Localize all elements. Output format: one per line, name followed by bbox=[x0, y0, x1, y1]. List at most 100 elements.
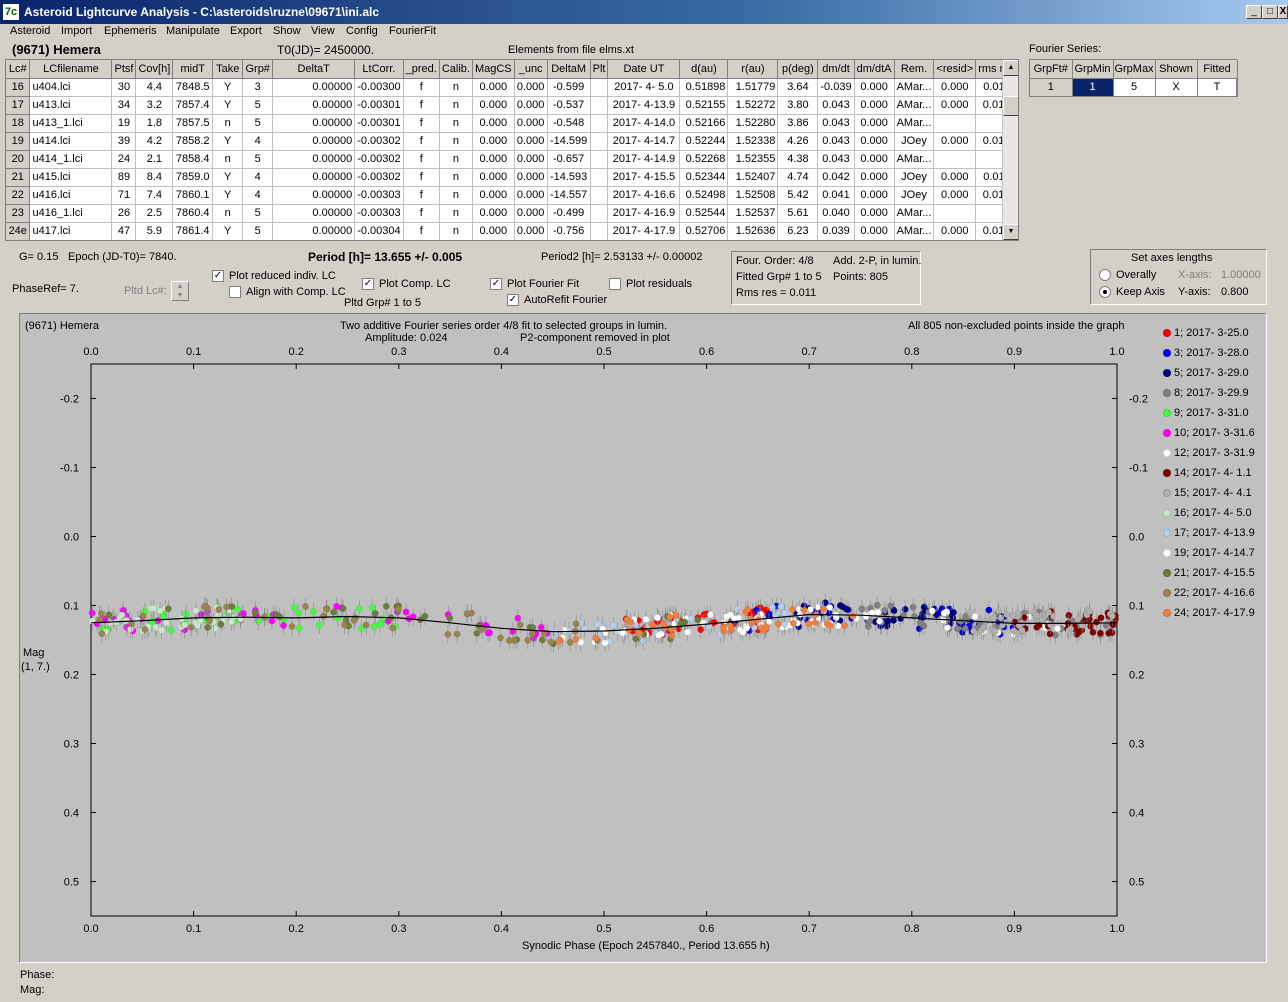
table-cell[interactable]: 0.000 bbox=[472, 186, 515, 205]
table-cell[interactable]: AMar... bbox=[894, 96, 935, 115]
table-cell[interactable]: Y bbox=[212, 168, 244, 187]
plot-fourier-checkbox[interactable]: ✓ bbox=[490, 278, 502, 290]
table-cell[interactable]: n bbox=[439, 96, 473, 115]
table-cell[interactable]: 1.52636 bbox=[727, 222, 779, 240]
table-cell[interactable]: -0.537 bbox=[547, 96, 591, 115]
table-cell[interactable]: 0.043 bbox=[817, 150, 855, 169]
table-cell[interactable]: f bbox=[403, 204, 440, 223]
minimize-button[interactable]: _ bbox=[1246, 5, 1262, 19]
table-cell[interactable]: -14.593 bbox=[547, 168, 591, 187]
align-comp-checkbox[interactable] bbox=[229, 286, 241, 298]
table-cell[interactable] bbox=[590, 132, 609, 151]
column-header[interactable]: Rem. bbox=[894, 60, 935, 79]
table-cell[interactable]: -0.657 bbox=[547, 150, 591, 169]
table-cell[interactable]: n bbox=[439, 222, 473, 240]
table-cell[interactable]: JOey bbox=[894, 168, 935, 187]
table-cell[interactable]: 2017- 4-14.7 bbox=[607, 132, 681, 151]
table-cell[interactable]: -0.00303 bbox=[354, 204, 404, 223]
column-header[interactable]: _pred. bbox=[403, 60, 440, 79]
table-cell[interactable]: -0.548 bbox=[547, 114, 591, 133]
table-cell[interactable]: 0.000 bbox=[472, 204, 515, 223]
table-cell[interactable]: u417.lci bbox=[29, 222, 113, 240]
column-header[interactable]: LtCorr. bbox=[354, 60, 404, 79]
table-cell[interactable]: u404.lci bbox=[29, 78, 113, 97]
table-cell[interactable]: 0.52706 bbox=[679, 222, 729, 240]
menu-manipulate[interactable]: Manipulate bbox=[166, 25, 220, 37]
table-cell[interactable]: 0.000 bbox=[514, 96, 548, 115]
row-index-cell[interactable]: 23 bbox=[6, 204, 31, 223]
table-cell[interactable]: f bbox=[403, 132, 440, 151]
menu-show[interactable]: Show bbox=[273, 25, 301, 37]
xaxis-input[interactable]: 1.00000 bbox=[1221, 269, 1261, 281]
column-header[interactable]: Plt bbox=[590, 60, 609, 79]
table-cell[interactable]: 1.52407 bbox=[727, 168, 779, 187]
column-header[interactable]: dm/dtA bbox=[854, 60, 895, 79]
table-cell[interactable]: -14.599 bbox=[547, 132, 591, 151]
row-index-cell[interactable]: 16 bbox=[6, 78, 31, 97]
table-cell[interactable]: 0.043 bbox=[817, 96, 855, 115]
table-cell[interactable]: 0.000 bbox=[854, 168, 895, 187]
column-header[interactable]: Lc# bbox=[6, 60, 31, 79]
table-cell[interactable]: n bbox=[439, 114, 473, 133]
table-cell[interactable]: 2.1 bbox=[135, 150, 174, 169]
table-row[interactable]: 18 u413_1.lci 19 1.8 7857.5 n 5 0.00000 -0.00301… bbox=[6, 114, 1018, 133]
table-row[interactable]: 20 u414_1.lci 24 2.1 7858.4 n 5 0.00000 -0.00302… bbox=[6, 150, 1018, 169]
column-header[interactable]: Take bbox=[212, 60, 244, 79]
table-cell[interactable]: 0.000 bbox=[854, 78, 895, 97]
table-cell[interactable]: u413.lci bbox=[29, 96, 113, 115]
table-cell[interactable]: 8.4 bbox=[135, 168, 174, 187]
table-cell[interactable]: f bbox=[403, 168, 440, 187]
table-cell[interactable]: AMar... bbox=[894, 150, 935, 169]
table-cell[interactable]: 0.51898 bbox=[679, 78, 729, 97]
maximize-button[interactable]: □ bbox=[1262, 5, 1278, 19]
fourier-cell-shown[interactable]: X bbox=[1155, 78, 1198, 97]
table-cell[interactable] bbox=[590, 96, 609, 115]
table-cell[interactable]: n bbox=[439, 78, 473, 97]
table-cell[interactable]: 2017- 4-13.9 bbox=[607, 96, 681, 115]
table-cell[interactable] bbox=[590, 150, 609, 169]
table-cell[interactable]: 0.000 bbox=[854, 204, 895, 223]
column-header[interactable]: Ptsf bbox=[111, 60, 137, 79]
table-cell[interactable]: 30 bbox=[111, 78, 137, 97]
table-cell[interactable]: 7861.4 bbox=[172, 222, 214, 240]
column-header[interactable]: MagCS bbox=[472, 60, 515, 79]
table-cell[interactable]: 0.000 bbox=[514, 222, 548, 240]
scroll-up-button[interactable]: ▲ bbox=[1003, 60, 1018, 76]
menu-config[interactable]: Config bbox=[346, 25, 378, 37]
autorefit-checkbox[interactable]: ✓ bbox=[507, 294, 519, 306]
table-cell[interactable]: 2017- 4-14.0 bbox=[607, 114, 681, 133]
plot-reduced-checkbox[interactable]: ✓ bbox=[212, 270, 224, 282]
row-index-cell[interactable]: 19 bbox=[6, 132, 31, 151]
table-cell[interactable]: 7858.4 bbox=[172, 150, 214, 169]
table-cell[interactable]: 0.000 bbox=[933, 78, 977, 97]
table-cell[interactable]: 0.042 bbox=[817, 168, 855, 187]
fourier-cell-grpmax[interactable]: 5 bbox=[1113, 78, 1156, 97]
table-cell[interactable]: u414.lci bbox=[29, 132, 113, 151]
column-header[interactable]: dm/dt bbox=[817, 60, 855, 79]
table-cell[interactable]: 0.52244 bbox=[679, 132, 729, 151]
table-cell[interactable]: 0.043 bbox=[817, 114, 855, 133]
menu-view[interactable]: View bbox=[311, 25, 335, 37]
table-cell[interactable]: 0.52344 bbox=[679, 168, 729, 187]
yaxis-input[interactable]: 0.800 bbox=[1221, 286, 1249, 298]
table-cell[interactable]: 7858.2 bbox=[172, 132, 214, 151]
table-cell[interactable]: 3 bbox=[242, 78, 274, 97]
table-cell[interactable]: JOey bbox=[894, 132, 935, 151]
table-cell[interactable]: 4.26 bbox=[777, 132, 819, 151]
table-cell[interactable]: 0.041 bbox=[817, 186, 855, 205]
table-cell[interactable]: -0.00302 bbox=[354, 150, 404, 169]
table-cell[interactable]: 1.52508 bbox=[727, 186, 779, 205]
table-cell[interactable]: 7857.4 bbox=[172, 96, 214, 115]
table-cell[interactable]: 4.4 bbox=[135, 78, 174, 97]
table-cell[interactable]: 5 bbox=[242, 114, 274, 133]
table-cell[interactable]: u414_1.lci bbox=[29, 150, 113, 169]
table-cell[interactable]: 6.23 bbox=[777, 222, 819, 240]
column-header[interactable]: r(au) bbox=[727, 60, 779, 79]
table-cell[interactable]: 0.000 bbox=[514, 204, 548, 223]
table-cell[interactable]: 0.040 bbox=[817, 204, 855, 223]
table-cell[interactable]: 1.8 bbox=[135, 114, 174, 133]
column-header[interactable]: DeltaT bbox=[272, 60, 356, 79]
table-cell[interactable]: 1.51779 bbox=[727, 78, 779, 97]
table-cell[interactable]: n bbox=[212, 150, 244, 169]
table-cell[interactable]: n bbox=[439, 204, 473, 223]
